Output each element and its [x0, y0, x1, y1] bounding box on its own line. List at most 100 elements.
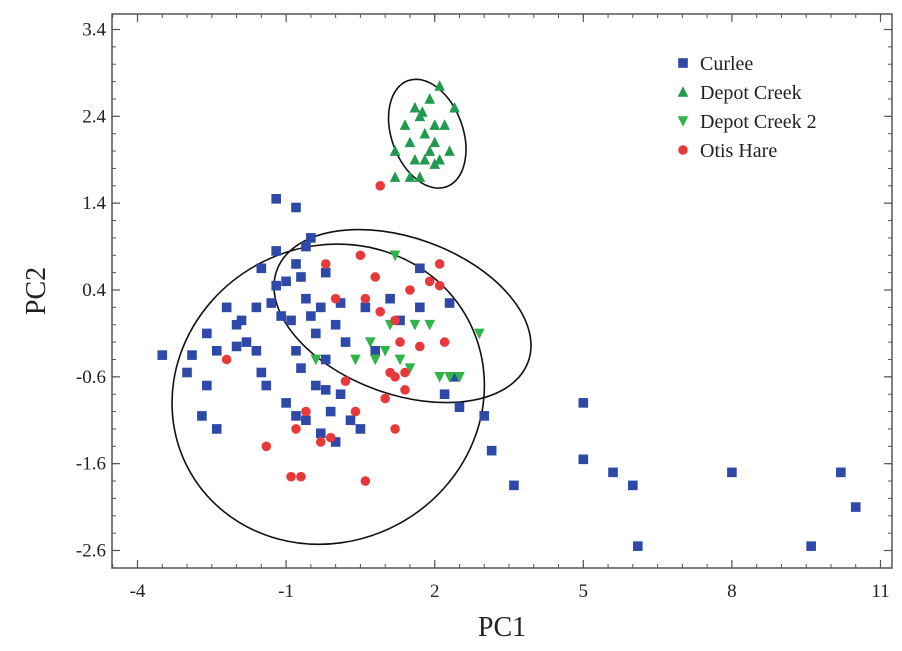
y-tick-label: 3.4	[82, 20, 106, 41]
otis-hare-point	[261, 441, 272, 452]
curlee-point	[281, 398, 291, 408]
depot-creek-point	[434, 153, 445, 165]
depot-creek-2-point	[379, 345, 391, 357]
curlee-point	[296, 272, 306, 282]
depot-creek-point	[389, 171, 401, 182]
otis-hare-point	[405, 285, 415, 295]
depot-creek-point	[419, 153, 431, 165]
curlee-point	[256, 367, 267, 378]
x-axis-ticks: -4 -1 2 5 8 11	[112, 14, 890, 602]
depot-creek-point	[434, 80, 445, 91]
curlee-point	[628, 480, 638, 491]
depot-creek-point	[424, 93, 436, 104]
otis-hare-point	[291, 424, 301, 434]
otis-hare-point	[439, 337, 450, 347]
plot-frame	[111, 13, 893, 569]
otis-hare-point	[320, 259, 331, 269]
curlee-point	[836, 467, 846, 478]
otis-hare-point	[424, 276, 435, 287]
depot-creek-point	[449, 101, 460, 113]
x-axis-title: PC1	[478, 612, 526, 643]
otis-hare-point	[360, 476, 371, 486]
legend-marker-curlee	[678, 58, 688, 68]
curlee-point	[296, 363, 306, 373]
curlee-point	[231, 341, 242, 352]
y-tick-label: -2.6	[76, 541, 106, 562]
depot-creek-2-point	[350, 354, 361, 366]
legend-label-otis-hare: Otis Hare	[700, 140, 777, 162]
curlee-point	[360, 302, 371, 313]
x-tick-label: 8	[727, 581, 737, 602]
otis-hare-point	[400, 385, 410, 395]
otis-hare-point	[330, 293, 341, 304]
curlee-point	[335, 298, 346, 308]
otis-hare-point	[355, 250, 366, 261]
curlee-point	[320, 267, 331, 278]
depot-creek-point	[414, 171, 426, 182]
y-tick-label: 0.4	[82, 280, 106, 301]
curlee-point	[276, 311, 286, 321]
curlee-point	[271, 246, 281, 256]
depot-creek-point	[444, 145, 455, 156]
curlee-point	[241, 337, 252, 347]
curlee-point	[202, 328, 212, 339]
curlee-point	[236, 315, 247, 326]
otis-hare-point	[385, 367, 395, 378]
otis-hare-point	[400, 367, 410, 378]
otis-hare-point	[415, 341, 425, 352]
depot-creek-point	[439, 119, 450, 130]
otis-hare-point	[286, 471, 296, 482]
curlee-point	[608, 467, 618, 478]
curlee-point	[415, 263, 425, 274]
depot-creek-2-point	[444, 372, 455, 383]
curlee-point	[306, 233, 316, 243]
confidence-ellipse	[387, 78, 467, 189]
curlee-point	[221, 302, 232, 313]
x-tick-label: 11	[871, 581, 889, 602]
otis-hare-point	[301, 406, 311, 417]
depot-creek-2-point	[389, 250, 401, 262]
otis-hare-point	[350, 406, 361, 417]
curlee-point	[157, 350, 168, 360]
curlee-point	[330, 437, 341, 447]
x-tick-label: -1	[278, 581, 294, 602]
curlee-point	[320, 354, 331, 365]
otis-hare-point	[434, 280, 445, 291]
curlee-point	[306, 311, 316, 321]
curlee-point	[325, 406, 336, 417]
depot-creek-point	[419, 127, 431, 139]
curlee-point	[578, 398, 589, 408]
depot-creek-point	[429, 158, 440, 169]
otis-hare-point	[375, 181, 386, 191]
curlee-point	[727, 467, 737, 478]
curlee-point	[449, 372, 460, 382]
depot-creek-2-point	[424, 319, 436, 331]
legend-label-curlee: Curlee	[700, 53, 753, 75]
curlee-point	[286, 315, 296, 326]
y-tick-label: 2.4	[82, 106, 106, 127]
curlee-point	[320, 385, 331, 395]
depot-creek-point	[409, 101, 421, 113]
curlee-point	[806, 541, 816, 551]
otis-hare-point	[390, 315, 400, 326]
otis-hare-point	[390, 424, 400, 434]
curlee-point	[256, 263, 267, 274]
otis-hare-point	[296, 471, 306, 482]
curlee-point	[509, 480, 519, 491]
curlee-point	[251, 302, 262, 313]
depot-creek-point	[424, 145, 436, 156]
curlee-point	[479, 411, 490, 421]
curlee-point	[291, 202, 301, 213]
curlee-point	[340, 337, 351, 347]
curlee-point	[311, 328, 321, 339]
depot-creek-2-point	[365, 337, 376, 348]
otis-hare-point	[375, 306, 386, 317]
x-tick-label: -4	[130, 581, 146, 602]
curlee-point	[301, 415, 311, 426]
curlee-point	[415, 302, 425, 313]
depot-creek-2-point	[310, 354, 322, 366]
depot-creek-point	[429, 119, 440, 130]
curlee-point	[315, 428, 326, 439]
curlee-point	[315, 302, 326, 313]
curlee-point	[281, 276, 291, 287]
